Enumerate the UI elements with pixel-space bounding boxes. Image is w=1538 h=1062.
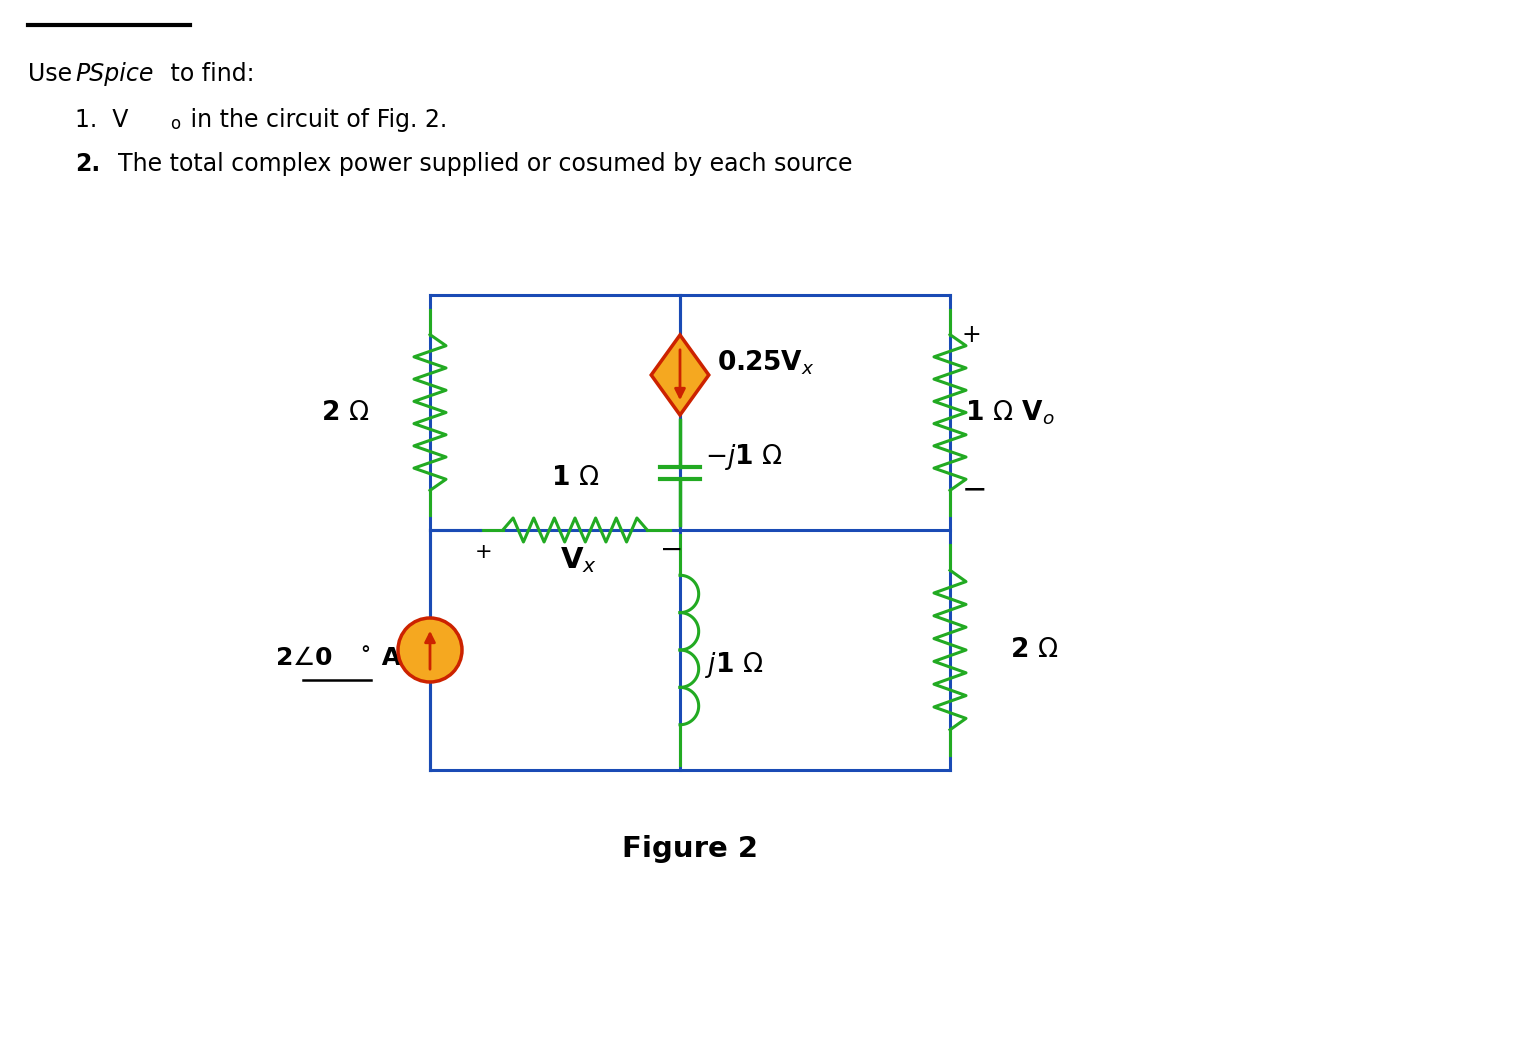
- Text: −: −: [961, 475, 987, 504]
- Text: to find:: to find:: [163, 62, 254, 86]
- Text: 2$\angle$0: 2$\angle$0: [275, 646, 334, 670]
- Text: V$_x$: V$_x$: [560, 545, 597, 575]
- Text: A: A: [374, 646, 401, 670]
- Text: 2.: 2.: [75, 152, 100, 176]
- Text: o: o: [171, 115, 180, 133]
- Text: $-j$1 $\Omega$: $-j$1 $\Omega$: [704, 443, 783, 473]
- Text: $j$1 $\Omega$: $j$1 $\Omega$: [704, 650, 764, 680]
- Text: Use: Use: [28, 62, 80, 86]
- Text: −: −: [660, 536, 683, 564]
- Text: PSpice: PSpice: [75, 62, 154, 86]
- Text: +: +: [475, 542, 492, 562]
- Text: °: °: [360, 645, 369, 664]
- Text: Figure 2: Figure 2: [621, 835, 758, 863]
- Text: 1 $\Omega$: 1 $\Omega$: [551, 465, 600, 491]
- Polygon shape: [651, 335, 709, 415]
- Circle shape: [398, 618, 461, 682]
- Text: 2 $\Omega$: 2 $\Omega$: [1010, 637, 1058, 663]
- Text: 2 $\Omega$: 2 $\Omega$: [320, 399, 369, 426]
- Text: 0.25V$_x$: 0.25V$_x$: [717, 348, 815, 377]
- Text: in the circuit of Fig. 2.: in the circuit of Fig. 2.: [183, 108, 448, 132]
- Text: 1 $\Omega$ V$_o$: 1 $\Omega$ V$_o$: [964, 398, 1055, 427]
- Text: The total complex power supplied or cosumed by each source: The total complex power supplied or cosu…: [103, 152, 852, 176]
- Text: +: +: [961, 323, 981, 347]
- Text: 1.  V: 1. V: [75, 108, 128, 132]
